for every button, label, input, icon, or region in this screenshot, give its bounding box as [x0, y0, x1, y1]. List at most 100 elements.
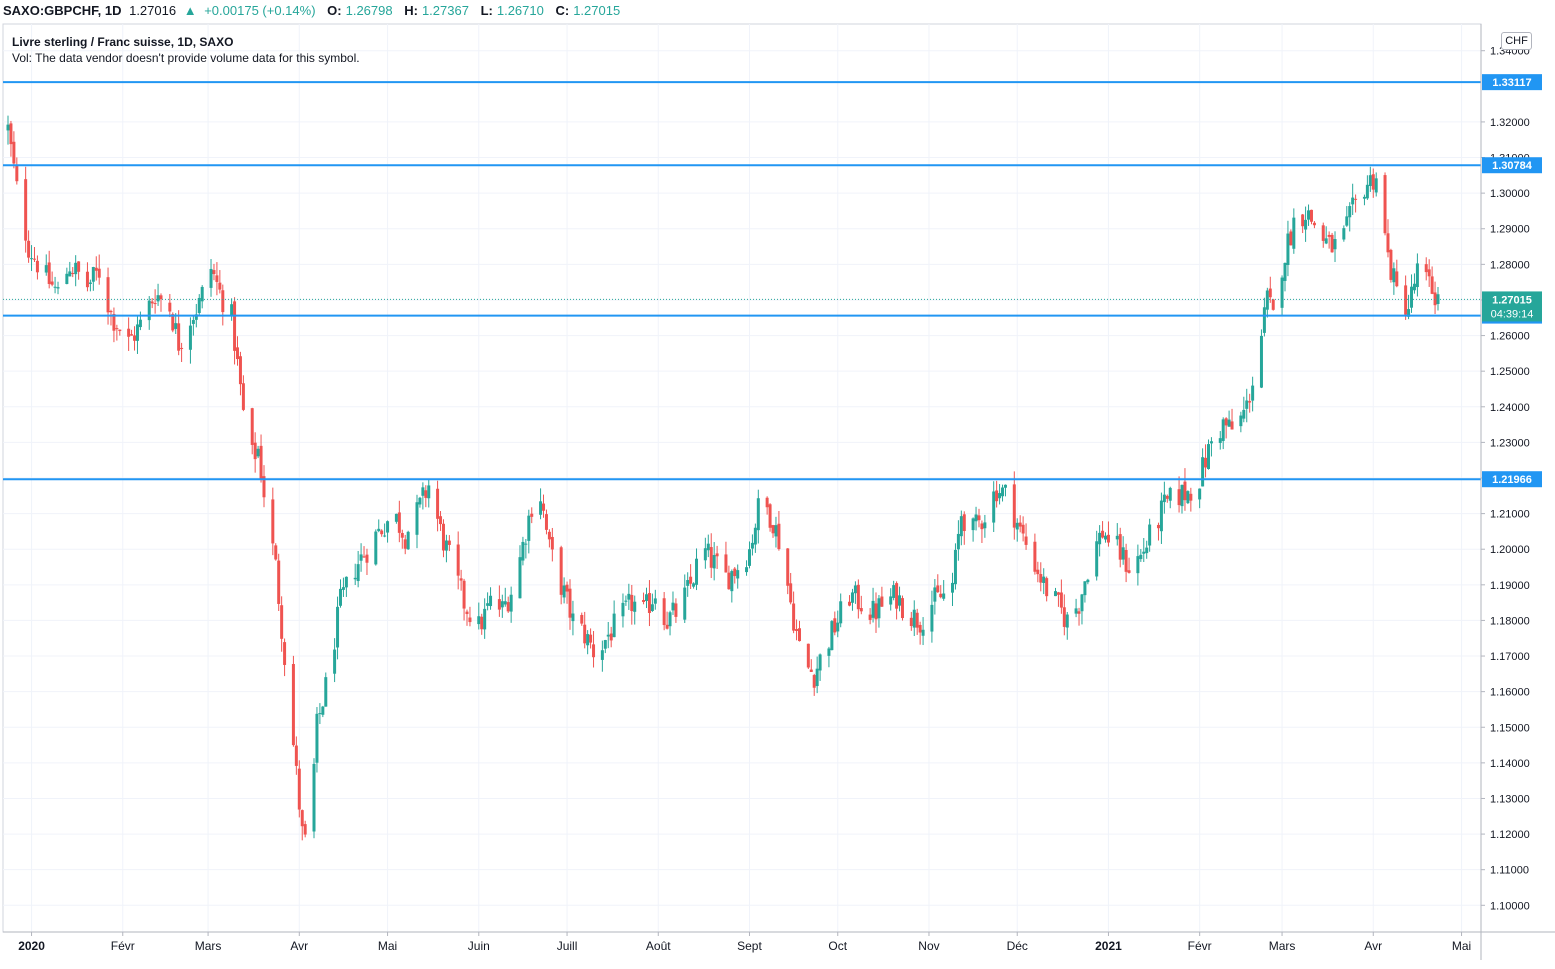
- candle-body: [262, 476, 266, 498]
- candle-body: [509, 594, 513, 612]
- candle-body: [559, 547, 563, 595]
- candle-body: [1374, 178, 1378, 193]
- candle-body: [668, 612, 672, 627]
- candle-body: [815, 668, 819, 687]
- candle-body: [106, 277, 110, 313]
- candle-body: [421, 487, 425, 496]
- ohlc-low-value: 1.26710: [496, 3, 544, 18]
- candle-body: [47, 262, 51, 284]
- candle-body: [859, 608, 863, 612]
- candle-body: [939, 593, 943, 598]
- current-price-label: 1.27015: [1492, 294, 1532, 306]
- candle-body: [706, 543, 710, 551]
- candle-body: [238, 356, 242, 385]
- candle-body: [1095, 541, 1099, 577]
- candle-body: [427, 485, 431, 499]
- y-tick-label: 1.23000: [1490, 437, 1530, 449]
- candle-body: [892, 585, 896, 598]
- symbol-name[interactable]: SAXO:GBPCHF, 1D: [3, 3, 122, 18]
- candle-body: [647, 593, 651, 613]
- candle-body: [1036, 569, 1040, 575]
- candle-body: [1201, 457, 1205, 487]
- candle-body: [1386, 233, 1390, 253]
- candle-body: [1180, 484, 1184, 507]
- candle-body: [809, 669, 813, 672]
- currency-button[interactable]: CHF: [1501, 32, 1532, 50]
- candle-body: [1077, 611, 1081, 614]
- candle-body: [147, 300, 151, 321]
- x-tick-label: Sept: [737, 939, 762, 953]
- candle-body: [518, 557, 522, 599]
- candle-body: [177, 323, 181, 351]
- ohlc-close-label: C:: [555, 3, 570, 18]
- candle-body: [992, 491, 996, 523]
- y-tick-label: 1.13000: [1490, 793, 1530, 805]
- candle-body: [806, 643, 810, 668]
- level-price-tag: [1482, 471, 1542, 488]
- candle-body: [1292, 217, 1296, 249]
- countdown-label: 04:39:14: [1491, 308, 1534, 320]
- candle-body: [580, 614, 584, 624]
- candle-body: [730, 571, 734, 592]
- candle-body: [303, 824, 307, 835]
- y-tick-label: 1.16000: [1490, 687, 1530, 699]
- candle-body: [951, 582, 955, 593]
- candle-body: [692, 583, 696, 587]
- x-tick-label: Juill: [557, 939, 578, 953]
- candle-body: [1307, 210, 1311, 220]
- candle-body: [1159, 500, 1163, 532]
- candle-body: [1430, 276, 1434, 294]
- candle-body: [642, 600, 646, 602]
- candle-body: [356, 564, 360, 582]
- candle-body: [521, 541, 525, 561]
- candle-body: [1183, 481, 1187, 501]
- candle-body: [150, 301, 154, 304]
- candle-body: [444, 540, 448, 551]
- candle-body: [1074, 608, 1078, 614]
- candle-body: [745, 567, 749, 573]
- x-tick-label: Mars: [195, 939, 222, 953]
- candle-body: [218, 282, 222, 290]
- candle-body: [942, 593, 946, 599]
- candle-body: [1148, 524, 1152, 546]
- candle-body: [1206, 444, 1210, 469]
- candle-body: [1168, 487, 1172, 501]
- candle-body: [895, 583, 899, 609]
- candle-body: [341, 587, 345, 590]
- candle-body: [277, 560, 281, 604]
- candle-body: [768, 504, 772, 528]
- candle-body: [909, 617, 913, 627]
- candle-body: [530, 513, 534, 517]
- candle-body: [839, 601, 843, 624]
- candle-body: [1345, 216, 1349, 226]
- candle-body: [1204, 457, 1208, 468]
- x-tick-label: Avr: [1364, 939, 1382, 953]
- candle-body: [998, 493, 1002, 499]
- y-tick-label: 1.20000: [1490, 544, 1530, 556]
- candle-body: [1221, 419, 1225, 441]
- candle-body: [153, 303, 157, 305]
- candle-body: [233, 301, 237, 351]
- y-tick-label: 1.26000: [1490, 331, 1530, 343]
- candle-body: [733, 568, 737, 577]
- candle-body: [400, 532, 404, 538]
- current-price-tag: [1482, 291, 1542, 322]
- candle-body: [215, 275, 219, 282]
- candle-body: [1368, 175, 1372, 187]
- candle-body: [212, 270, 216, 275]
- candle-body: [644, 594, 648, 601]
- ohlc-high: H: 1.27367: [404, 3, 473, 18]
- candle-body: [1042, 576, 1046, 584]
- candle-body: [900, 598, 904, 619]
- candle-body: [118, 329, 122, 332]
- candle-body: [686, 580, 690, 586]
- x-tick-label: Févr: [111, 939, 135, 953]
- candle-body: [156, 295, 160, 302]
- candle-body: [191, 320, 195, 324]
- candle-body: [877, 598, 881, 619]
- candle-body: [283, 642, 287, 665]
- candle-body: [477, 616, 481, 625]
- candle-body: [833, 618, 837, 633]
- candle-body: [918, 624, 922, 633]
